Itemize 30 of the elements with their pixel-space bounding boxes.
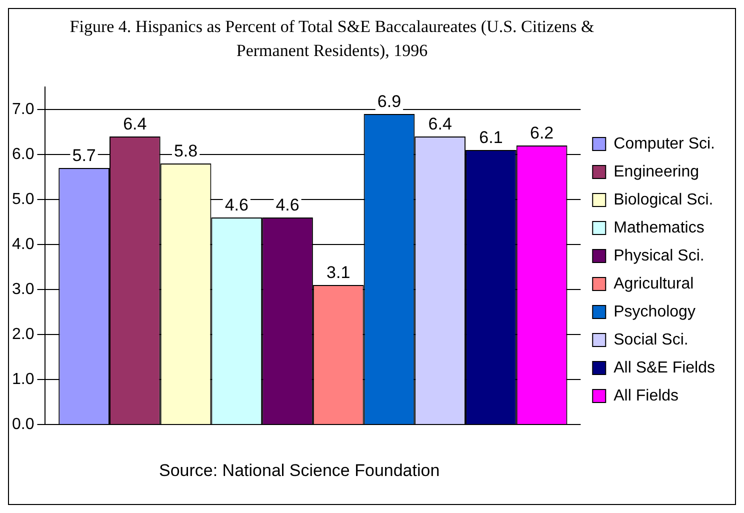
legend-label: Biological Sci. [614, 191, 714, 208]
y-tick-label: 0.0 [12, 416, 34, 434]
y-tick-label: 6.0 [12, 146, 34, 163]
legend-label: Agricultural [614, 275, 694, 292]
data-label: 3.1 [326, 263, 350, 282]
data-label: 4.6 [224, 196, 248, 215]
legend-label: Mathematics [614, 219, 704, 236]
y-tick-label: 4.0 [12, 236, 34, 253]
legend-label: Psychology [614, 303, 696, 320]
data-label: 5.8 [174, 142, 198, 161]
data-label: 6.2 [530, 124, 554, 143]
chart-title: Figure 4. Hispanics as Percent of Total S&E Baccalaureates (U.S. Citizens & Permanent Residents), 1996 [68, 16, 596, 62]
y-tick-label: 7.0 [12, 100, 34, 118]
legend-label: Social Sci. [614, 331, 688, 348]
data-label: 4.6 [276, 196, 300, 215]
data-label: 6.9 [377, 92, 402, 112]
y-tick-label: 3.0 [12, 280, 34, 298]
legend-label: Engineering [614, 163, 700, 180]
legend-label: Physical Sci. [614, 247, 704, 264]
data-label: 6.1 [479, 128, 503, 148]
data-label: 6.4 [428, 114, 452, 134]
y-tick-label: 2.0 [12, 326, 34, 343]
data-label: 6.4 [123, 114, 147, 134]
legend-label: Computer Sci. [614, 135, 716, 152]
legend-label: All Fields [614, 387, 679, 404]
source-note: Source: National Science Foundation [158, 461, 441, 481]
legend-label: All S&E Fields [614, 359, 716, 376]
data-label: 5.7 [72, 146, 96, 166]
y-tick-label: 5.0 [12, 190, 34, 208]
y-tick-label: 1.0 [12, 370, 34, 388]
